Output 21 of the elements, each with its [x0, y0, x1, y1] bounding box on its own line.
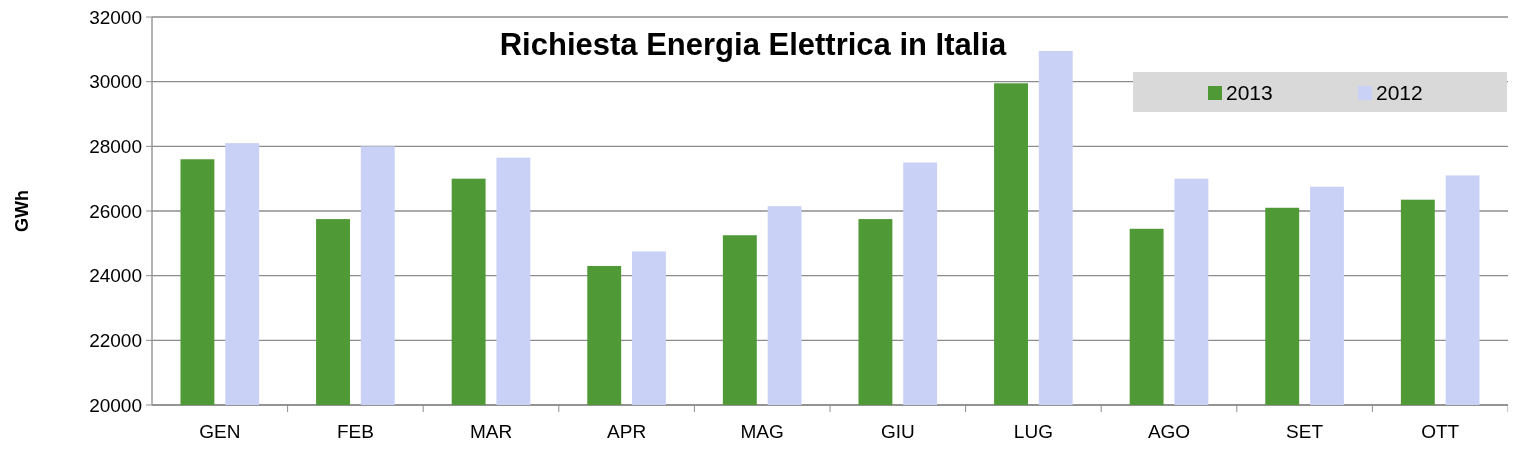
- y-tick-label: 30000: [89, 71, 142, 93]
- y-tick-label: 32000: [89, 6, 142, 28]
- legend-label: 2012: [1376, 81, 1423, 105]
- y-tick-label: 20000: [89, 394, 142, 416]
- x-tick-label: LUG: [1013, 421, 1053, 442]
- x-tick-label: AGO: [1147, 421, 1191, 442]
- y-axis-title: GWh: [12, 190, 32, 232]
- y-tick-label: 28000: [89, 135, 142, 157]
- chart-title: Richiesta Energia Elettrica in Italia: [499, 27, 1008, 62]
- y-tick-label: 24000: [89, 265, 142, 287]
- x-tick-label: FEB: [336, 421, 374, 442]
- x-tick-label: GEN: [199, 421, 241, 442]
- legend-label: 2013: [1226, 81, 1273, 105]
- x-tick-label: MAG: [740, 421, 784, 442]
- x-tick-label: SET: [1286, 421, 1324, 442]
- x-tick-label: MAR: [469, 421, 513, 442]
- x-tick-label: OTT: [1421, 421, 1460, 442]
- x-tick-label: GIU: [880, 421, 915, 442]
- x-tick-label: APR: [607, 421, 647, 442]
- y-tick-label: 26000: [89, 200, 142, 222]
- y-tick-label: 22000: [89, 329, 142, 351]
